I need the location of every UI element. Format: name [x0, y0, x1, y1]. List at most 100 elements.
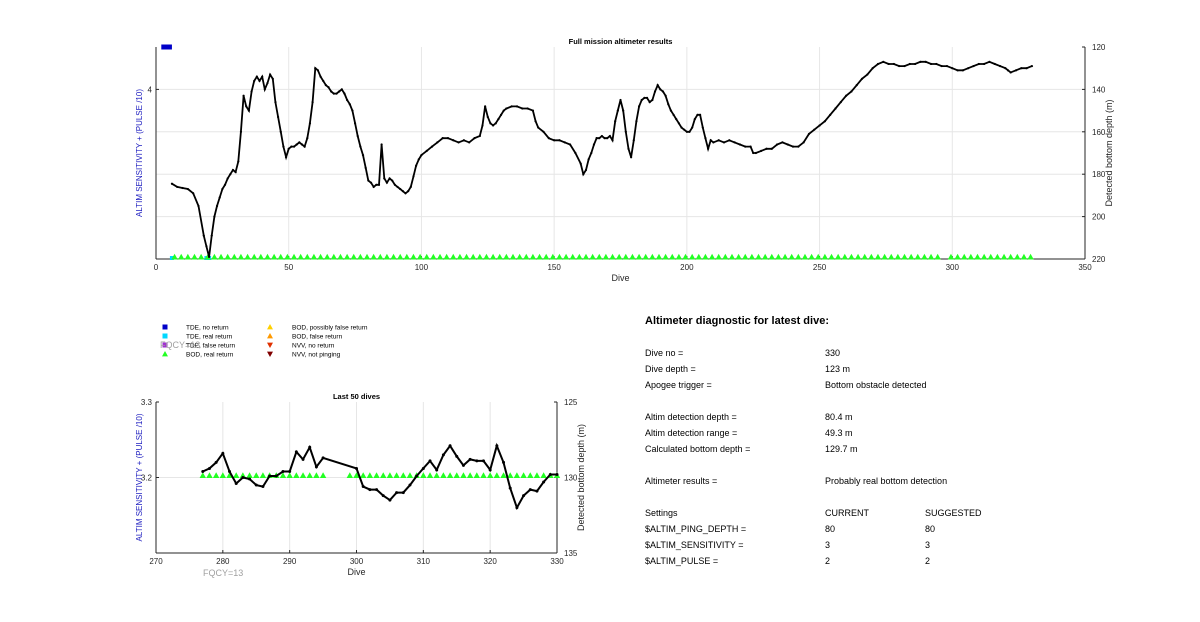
chart-0-bottom-depth-point [261, 75, 264, 78]
chart-0-bod-real-return-marker [728, 253, 736, 260]
chart-1-left-tick-label: 3.3 [141, 398, 153, 407]
chart-0-bod-real-return-marker [1014, 253, 1021, 260]
chart-0-bottom-depth-point [892, 62, 895, 66]
chart-0-bottom-depth-point [661, 90, 665, 93]
chart-0-bod-real-return-marker [363, 253, 371, 260]
chart-0-bottom-depth-point [170, 182, 174, 185]
chart-1-bod-real-return-marker [540, 472, 547, 479]
chart-0-bottom-depth-point [202, 234, 205, 237]
chart-0-bottom-depth-point [667, 103, 670, 106]
chart-0-bottom-depth-point [699, 113, 702, 116]
chart-0-bod-real-return-marker [834, 253, 842, 260]
chart-1-bod-real-return-marker [299, 472, 307, 479]
legend-marker-bod-possibly-false-return [267, 324, 273, 330]
chart-0-bod-real-return-marker [350, 253, 357, 260]
chart-1-bottom-depth-point [248, 477, 252, 481]
chart-0-bottom-depth-point [722, 141, 726, 144]
chart-0-bottom-depth-point [327, 86, 330, 89]
chart-0-bod-real-return-marker [722, 253, 729, 260]
chart-0-bottom-depth-point [484, 105, 487, 108]
chart-0-bottom-depth-point [298, 141, 301, 144]
chart-0-bottom-depth-point [237, 160, 240, 163]
chart-0-bottom-depth-point [547, 137, 550, 140]
chart-0-bottom-depth-point [340, 88, 343, 91]
chart-0-bod-real-return-marker [582, 253, 590, 260]
chart-0-bod-real-return-marker [330, 253, 338, 260]
chart-0-bottom-depth-point [287, 147, 290, 150]
chart-1-bottom-depth-point [555, 472, 559, 476]
chart-1-bottom-depth-point [548, 472, 552, 476]
chart-1-bod-real-return-marker [440, 472, 447, 479]
chart-0-bottom-depth-point [215, 204, 219, 208]
chart-0-bod-real-return-marker [197, 253, 205, 260]
chart-0-bottom-depth-point [292, 145, 296, 148]
chart-0-bod-real-return-marker [324, 253, 331, 260]
chart-0-bottom-depth-point [441, 137, 444, 140]
chart-0-bottom-depth-point [802, 141, 805, 144]
chart-1-bod-real-return-marker [393, 472, 400, 479]
chart-0-bottom-depth-point [401, 190, 404, 193]
chart-0-bottom-depth-point [478, 134, 481, 138]
chart-0-bottom-depth-point [993, 62, 996, 66]
chart-0-bottom-depth-point [223, 183, 227, 186]
chart-0-left-y-axis-label: ALTIM SENSITIVITY + (PULSE /10) [135, 89, 144, 217]
chart-1-bottom-depth-point [461, 463, 465, 467]
chart-1-bottom-depth-point [528, 488, 532, 492]
chart-0-bod-real-return-marker [961, 253, 968, 260]
chart-0-bottom-depth-point [786, 143, 789, 146]
chart-0-bottom-depth-point [606, 137, 609, 140]
chart-1-bottom-depth-point [314, 465, 318, 469]
chart-0-bottom-depth-point [834, 107, 837, 110]
chart-0-bottom-depth-point [324, 84, 327, 87]
chart-0-right-tick-label: 180 [1092, 170, 1106, 179]
chart-1-bod-real-return-marker [206, 472, 213, 479]
chart-0-bod-real-return-marker [688, 253, 696, 260]
chart-1-bottom-depth-point [428, 459, 432, 463]
chart-1-bod-real-return-marker [239, 472, 247, 479]
chart-0-bottom-depth-point [754, 151, 757, 155]
chart-0-bottom-depth-point [624, 130, 627, 133]
chart-1-bod-real-return-marker [473, 472, 480, 479]
chart-0-x-tick-label: 200 [680, 263, 694, 272]
chart-1-bod-real-return-marker [226, 472, 233, 479]
chart-0-bottom-depth-point [850, 90, 853, 93]
chart-0-bottom-depth-point [568, 143, 572, 146]
chart-0-bottom-depth-point [417, 158, 420, 161]
chart-0-tde-no-return-marker [161, 44, 172, 50]
chart-0-bottom-depth-point [760, 149, 763, 152]
legend-marker-tde-false-return [162, 342, 168, 348]
chart-0-bottom-depth-point [598, 137, 601, 140]
chart-0-bottom-depth-point [468, 141, 471, 144]
chart-0-bottom-depth-point [303, 145, 306, 148]
chart-0-bottom-depth-point [396, 185, 399, 189]
chart-0-bottom-depth-point [1020, 67, 1023, 70]
chart-0-bottom-depth-point [961, 69, 965, 72]
chart-0-right-tick-label: 200 [1092, 213, 1106, 222]
chart-1-bottom-depth-point [455, 454, 459, 458]
chart-1-bod-real-return-marker [433, 472, 440, 479]
chart-0-bod-real-return-marker [257, 253, 265, 260]
chart-1-bod-real-return-marker [446, 472, 454, 479]
legend-label: NVV, no return [292, 343, 335, 350]
chart-0-bottom-depth-point [677, 122, 680, 125]
chart-0-bottom-depth-point [1014, 69, 1018, 72]
chart-0-bod-real-return-marker [735, 253, 742, 260]
chart-0-bottom-depth-point [282, 145, 285, 148]
chart-0-bottom-depth-point [229, 173, 232, 176]
chart-0-right-tick-label: 160 [1092, 128, 1106, 137]
chart-0-bottom-depth-point [558, 139, 561, 142]
chart-0-bottom-depth-point [276, 115, 280, 119]
chart-0-bottom-depth-point [935, 62, 938, 66]
chart-0-bod-real-return-marker [622, 253, 630, 260]
chart-0-bottom-depth-point [274, 101, 277, 104]
chart-0-bottom-depth-point [491, 124, 495, 127]
chart-1-x-tick-label: 280 [216, 557, 230, 566]
chart-0-bod-real-return-marker [907, 253, 915, 260]
chart-0-bottom-depth-point [659, 88, 662, 91]
dive-no-label: Dive no = [645, 348, 684, 358]
chart-0-bottom-depth-point [343, 92, 346, 95]
chart-0-bottom-depth-point [635, 120, 638, 123]
chart-0-bottom-depth-point [1025, 67, 1028, 70]
chart-0-bod-real-return-marker [669, 253, 676, 260]
chart-0-bottom-depth-point [380, 143, 383, 146]
